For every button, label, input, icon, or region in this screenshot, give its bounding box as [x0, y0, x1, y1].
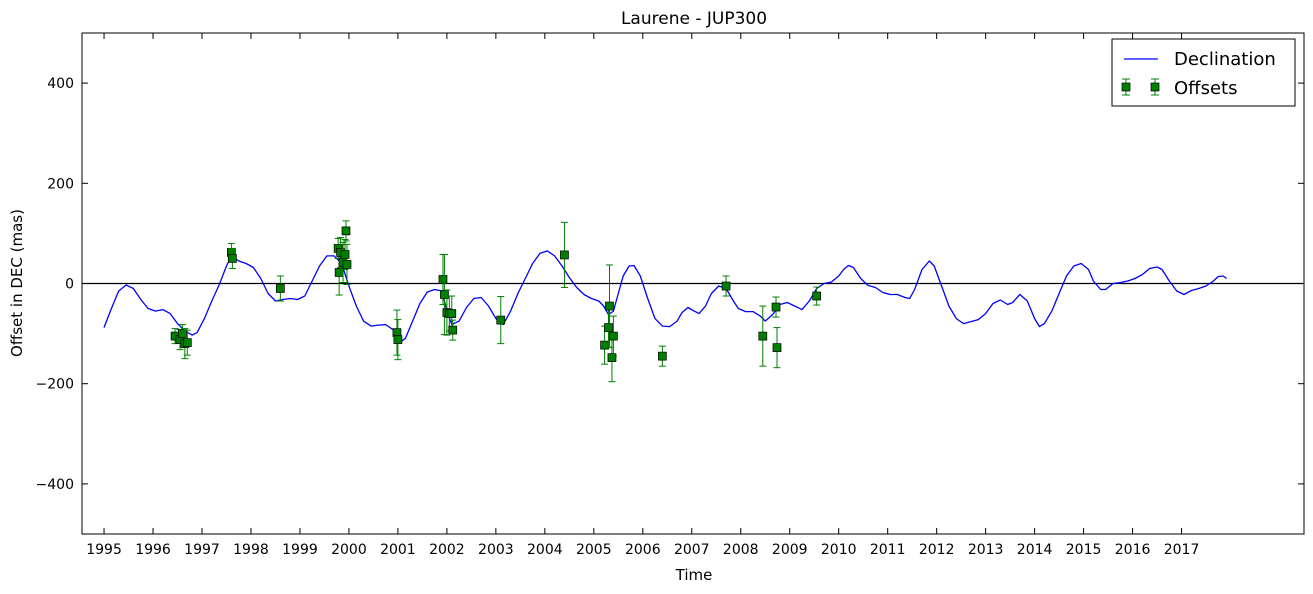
x-tick-label: 2007 — [674, 542, 710, 558]
offset-marker — [393, 335, 403, 344]
x-tick-label: 2016 — [1115, 542, 1151, 558]
offset-point — [772, 327, 782, 369]
offset-marker — [228, 254, 237, 263]
offset-point — [609, 315, 618, 357]
offset-marker — [609, 331, 618, 341]
offset-point — [393, 319, 403, 361]
legend-offsets-swatch — [1121, 78, 1160, 96]
y-tick-label: −400 — [36, 477, 74, 493]
offset-marker — [771, 302, 781, 312]
offset-point — [341, 220, 351, 242]
offset-point — [228, 247, 237, 269]
offset-marker — [448, 325, 458, 335]
legend-offsets-marker — [1121, 82, 1131, 92]
offset-marker — [342, 260, 352, 269]
offset-marker — [178, 329, 187, 338]
x-tick-label: 2000 — [331, 542, 367, 558]
y-tick-label: 0 — [65, 277, 74, 293]
legend: Declination Offsets — [1111, 38, 1296, 107]
x-tick-label: 2012 — [919, 542, 955, 558]
plot-area: 1995 1996 1997 1998 1999 2000 2001 2002 2003 2004… — [36, 32, 1305, 558]
x-axis-title: Time — [675, 566, 713, 584]
x-tick-label: 2006 — [625, 542, 661, 558]
offset-point — [758, 305, 768, 367]
offset-marker — [341, 226, 351, 236]
legend-offsets-label: Offsets — [1174, 78, 1237, 99]
x-tick-label: 1997 — [184, 542, 220, 558]
x-tick-label: 2001 — [380, 542, 416, 558]
x-tick-label: 2003 — [478, 542, 514, 558]
x-tick-label: 2004 — [527, 542, 563, 558]
legend-declination-label: Declination — [1174, 49, 1276, 70]
offset-point — [392, 309, 402, 356]
offset-marker — [604, 323, 613, 332]
x-tick-label: 1996 — [135, 542, 171, 558]
chart-title: Laurene - JUP300 — [621, 9, 767, 29]
offset-marker — [721, 281, 731, 291]
offset-point — [496, 296, 506, 345]
offset-point — [771, 296, 781, 318]
offset-marker — [182, 338, 192, 347]
offset-point — [342, 243, 352, 286]
series-layer — [103, 220, 1227, 383]
offset-point — [276, 275, 285, 302]
offset-marker — [276, 284, 285, 293]
x-tick-label: 2010 — [821, 542, 857, 558]
offset-point — [721, 275, 731, 297]
x-tick-label: 2011 — [870, 542, 906, 558]
x-tick-label: 2002 — [429, 542, 465, 558]
x-tick-label: 2017 — [1164, 542, 1200, 558]
offset-marker — [496, 315, 506, 325]
offset-marker — [560, 250, 569, 260]
offset-point — [182, 329, 192, 356]
offset-marker — [447, 309, 457, 318]
x-tick-label: 2005 — [576, 542, 612, 558]
offset-marker — [605, 301, 614, 311]
x-tick-label: 1999 — [282, 542, 318, 558]
offset-marker — [440, 290, 449, 299]
offset-point — [448, 319, 458, 341]
offset-marker — [340, 250, 350, 259]
offset-marker — [438, 275, 448, 284]
x-tick-label: 2008 — [723, 542, 759, 558]
offset-marker — [607, 353, 617, 362]
offset-point — [812, 286, 822, 306]
x-tick-label: 2013 — [968, 542, 1004, 558]
y-tick-label: 400 — [47, 76, 74, 92]
offset-point — [604, 307, 613, 349]
y-tick-label: 200 — [47, 176, 74, 192]
x-tick-label: 2014 — [1017, 542, 1053, 558]
legend-offsets-marker — [1150, 82, 1160, 92]
offset-point — [658, 345, 667, 367]
offset-marker — [772, 343, 782, 352]
offset-point — [560, 221, 569, 289]
legend-frame — [1111, 38, 1296, 107]
offset-marker — [758, 331, 768, 341]
x-tick-label: 1998 — [233, 542, 269, 558]
declination-line — [103, 250, 1227, 345]
y-tick-label: −200 — [36, 377, 74, 393]
y-axis-title: Offset in DEC (mas) — [8, 209, 26, 357]
x-tick-label: 1995 — [86, 542, 122, 558]
x-tick-label: 2015 — [1066, 542, 1102, 558]
offset-marker — [812, 291, 822, 301]
x-tick-label: 2009 — [772, 542, 808, 558]
ticks-layer: 1995 1996 1997 1998 1999 2000 2001 2002 2003 2004… — [36, 33, 1304, 558]
offset-marker — [658, 351, 667, 361]
